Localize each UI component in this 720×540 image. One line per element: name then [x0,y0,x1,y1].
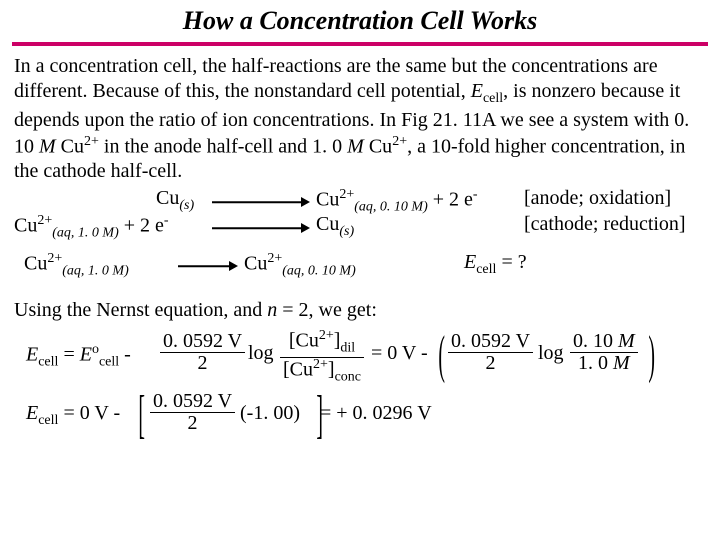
n2-result: = + 0. 0296 V [320,401,432,426]
bracket-icon: [ [138,382,145,448]
rxn2-left: Cu2+(aq, 1. 0 M) + 2 e- [14,212,169,242]
nernst-line-1: Ecell = Eocell - 0. 0592 V 2 log [Cu2+]d… [14,327,706,381]
n1-log2: log [538,341,564,366]
n1-lhs: Ecell = Eocell - [26,341,131,371]
arrow-icon [178,260,238,272]
paren-icon: ) [649,322,656,388]
content-area: In a concentration cell, the half-reacti… [0,54,720,441]
n1-log: log [248,341,274,366]
arrow-icon [212,222,310,234]
n1-frac3: 0. 0592 V 2 [448,331,533,374]
n1-frac2: [Cu2+]dil [Cu2+]conc [280,329,364,385]
reaction-block: Cu(s) Cu2+(aq, 0. 10 M) + 2 e- [anode; o… [14,186,706,244]
rxn2-label: [cathode; reduction] [524,212,686,237]
nernst-intro: Using the Nernst equation, and n = 2, we… [14,298,706,323]
n2-frac: 0. 0592 V 2 [150,391,235,434]
rxn2-right: Cu(s) [316,212,354,241]
rxn1-label: [anode; oxidation] [524,186,671,211]
eq-right: Cu2+(aq, 0. 10 M) [244,250,356,280]
eq-question: Ecell = ? [464,250,527,279]
n1-frac4: 0. 10 M 1. 0 M [570,331,638,374]
net-equation: Cu2+(aq, 1. 0 M) Cu2+(aq, 0. 10 M) Ecell… [14,250,706,286]
title-rule [12,42,708,46]
rxn1-left: Cu(s) [156,186,194,215]
n2-factor: (-1. 00) [240,401,300,426]
page-title: How a Concentration Cell Works [0,0,720,36]
n2-lhs: Ecell = 0 V - [26,401,120,430]
eq-left: Cu2+(aq, 1. 0 M) [24,250,129,280]
n1-frac1: 0. 0592 V 2 [160,331,245,374]
n1-mid: = 0 V - [371,341,428,366]
arrow-icon [212,196,310,208]
intro-paragraph: In a concentration cell, the half-reacti… [14,54,706,184]
paren-icon: ( [438,322,445,388]
nernst-line-2: Ecell = 0 V - [ 0. 0592 V 2 (-1. 00) ] =… [14,387,706,441]
